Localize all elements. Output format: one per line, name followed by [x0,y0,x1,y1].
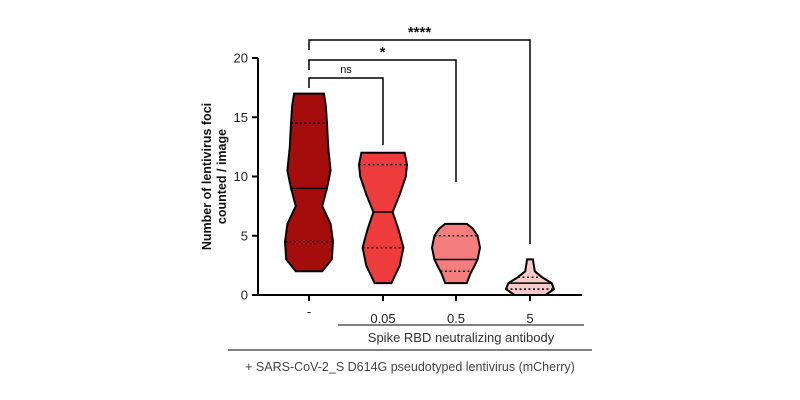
footer-label: + SARS-CoV-2_S D614G pseudotyped lentivi… [228,349,592,374]
y-axis-label: Number of lentivirus focicounted / image [200,103,229,250]
x-axis: - 0.05 0.5 5 [258,294,582,326]
significance-label: ns [340,64,352,76]
violin [504,258,556,296]
y-axis-title: Number of lentivirus focicounted / image [200,103,229,250]
bracket: * [308,44,457,182]
violin [283,92,335,273]
violin-body [430,222,482,285]
y-tick-label: 10 [234,169,248,184]
y-tick-label: 5 [241,228,248,243]
y-axis: 0 5 10 15 20 [234,51,259,303]
group-label-text: Spike RBD neutralizing antibody [368,330,555,345]
bracket: **** [308,24,531,244]
violins [283,92,556,296]
violin-body [357,151,409,285]
significance-brackets: ns***** [308,24,531,244]
x-tick-label: - [307,304,311,319]
group-label: Spike RBD neutralizing antibody [338,324,584,345]
significance-label: **** [408,24,432,41]
x-tick-label: 5 [526,311,533,326]
y-tick-label: 20 [234,51,248,66]
violin-body [283,92,335,273]
violin [357,151,409,285]
significance-label: * [380,44,386,61]
bracket-line [308,77,384,145]
violin [430,222,482,285]
footer-label-text: + SARS-CoV-2_S D614G pseudotyped lentivi… [245,360,575,374]
y-tick-label: 0 [241,288,248,303]
bracket-line [308,39,531,244]
x-tick-label: 0.5 [447,311,465,326]
y-tick-label: 15 [234,110,248,125]
y-axis-title-line: Number of lentivirus foci [200,103,214,250]
bracket: ns [308,64,384,145]
x-tick-label: 0.05 [370,311,395,326]
y-axis-title-line: counted / image [215,129,229,224]
bracket-line [308,59,457,182]
